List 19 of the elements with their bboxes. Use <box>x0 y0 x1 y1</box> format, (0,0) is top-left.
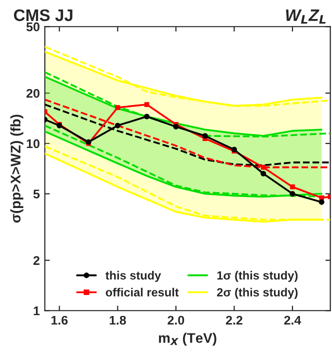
legend-label: official result <box>106 288 179 296</box>
x-axis-title: m$_{X}$ (TeV) <box>158 332 216 346</box>
chart-title: CMS JJ <box>14 9 72 22</box>
y-tick-label: 1 <box>34 306 40 316</box>
x-tick-label: 2.2 <box>226 316 242 325</box>
y-tick-label: 2 <box>33 256 40 265</box>
y-axis-title: σ(pp>X>WZ) (fb) <box>10 114 24 223</box>
legend-label: 1σ (this study) <box>217 270 298 282</box>
y-tick-label: 50 <box>26 22 40 32</box>
x-tick-label: 2.4 <box>284 316 302 325</box>
y-tick-label: 20 <box>26 88 40 98</box>
x-tick-label: 2.0 <box>168 316 184 325</box>
x-tick-label: 1.8 <box>110 316 126 325</box>
legend-label: 2σ (this study) <box>217 288 298 299</box>
legend-label: this study <box>106 270 162 282</box>
text: W$_{L}$Z$_{L}$ <box>286 9 326 24</box>
y-tick-label: 5 <box>33 190 40 198</box>
y-tick-label: 10 <box>26 139 40 148</box>
x-tick-label: 1.6 <box>51 316 68 325</box>
